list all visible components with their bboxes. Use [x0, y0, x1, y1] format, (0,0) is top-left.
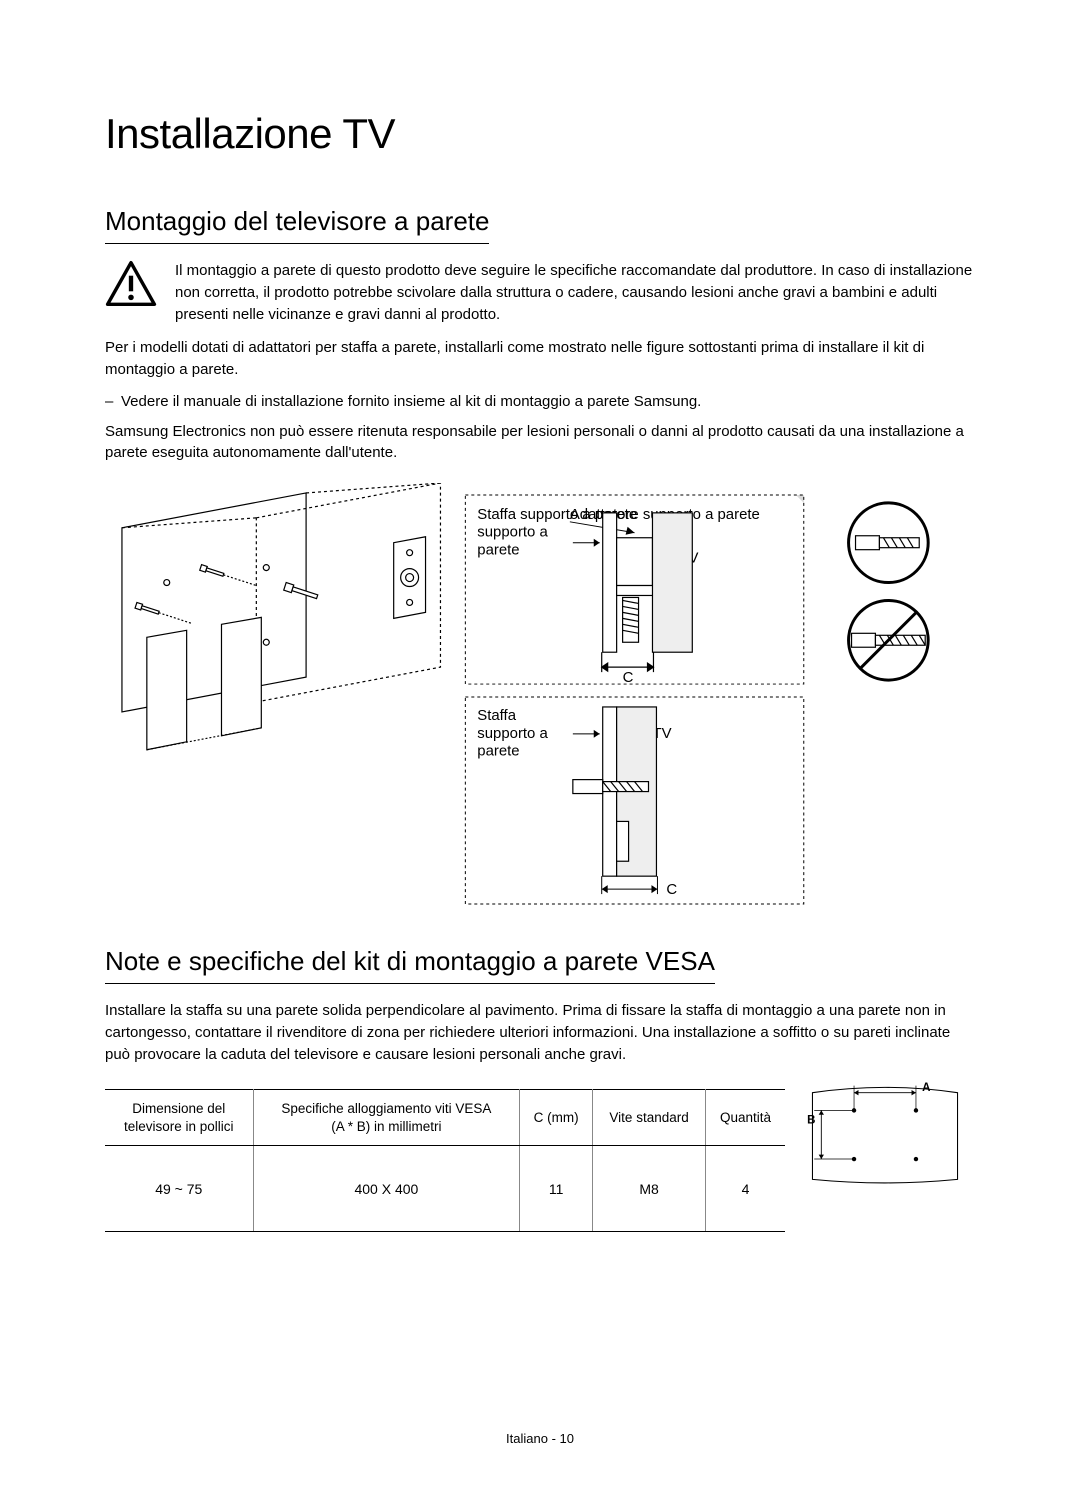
th-size: Dimensione del televisore in pollici — [105, 1090, 253, 1146]
th-vesa: Specifiche alloggiamento viti VESA (A * … — [253, 1090, 520, 1146]
warning-icon — [105, 260, 157, 312]
td-qty: 4 — [706, 1146, 785, 1232]
vesa-table: Dimensione del televisore in pollici Spe… — [105, 1089, 785, 1232]
page-footer: Italiano - 10 — [0, 1431, 1080, 1446]
svg-text:A: A — [922, 1082, 930, 1094]
section1-bullet1: Vedere il manuale di installazione forni… — [105, 391, 975, 413]
svg-text:C: C — [623, 669, 634, 686]
svg-text:supporto a: supporto a — [477, 524, 548, 541]
td-c: 11 — [520, 1146, 593, 1232]
table-row: 49 ~ 75 400 X 400 11 M8 4 — [105, 1146, 785, 1232]
warning-text: Il montaggio a parete di questo prodotto… — [175, 260, 975, 325]
td-vesa: 400 X 400 — [253, 1146, 520, 1232]
page-title: Installazione TV — [105, 110, 975, 158]
section2-para: Installare la staffa su una parete solid… — [105, 1000, 975, 1065]
mounting-diagram: Staffa supporto a parete Adattatore supp… — [105, 482, 975, 912]
svg-text:Staffa: Staffa — [477, 707, 516, 724]
section1-para2: Samsung Electronics non può essere riten… — [105, 421, 975, 465]
svg-text:parete: parete — [477, 743, 519, 760]
section2-heading: Note e specifiche del kit di montaggio a… — [105, 946, 715, 984]
svg-text:supporto a: supporto a — [477, 725, 548, 742]
svg-text:B: B — [807, 1115, 815, 1127]
tv-back-diagram: A B — [805, 1075, 965, 1195]
svg-text:parete: parete — [477, 542, 519, 559]
th-qty: Quantità — [706, 1090, 785, 1146]
th-c: C (mm) — [520, 1090, 593, 1146]
td-size: 49 ~ 75 — [105, 1146, 253, 1232]
section1-para1: Per i modelli dotati di adattatori per s… — [105, 337, 975, 381]
section1-heading: Montaggio del televisore a parete — [105, 206, 489, 244]
td-screw: M8 — [593, 1146, 706, 1232]
th-screw: Vite standard — [593, 1090, 706, 1146]
svg-text:C: C — [666, 881, 677, 898]
